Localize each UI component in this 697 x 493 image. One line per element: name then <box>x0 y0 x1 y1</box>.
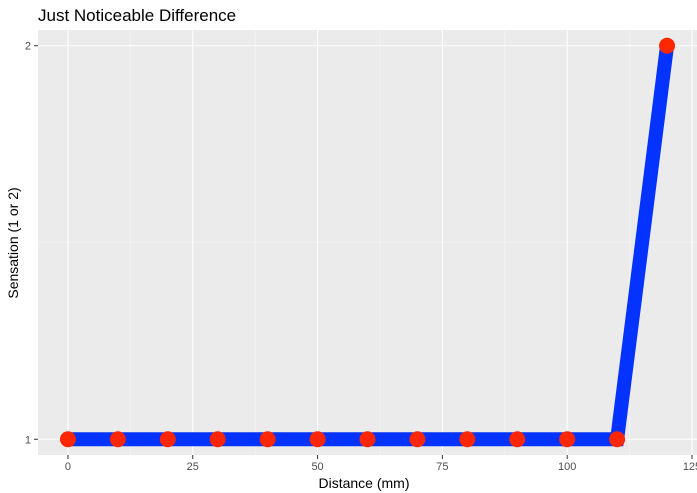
data-point <box>259 431 276 448</box>
data-point <box>559 431 576 448</box>
x-axis-title: Distance (mm) <box>318 475 409 491</box>
series-points-group <box>59 37 676 448</box>
chart-title: Just Noticeable Difference <box>38 6 236 25</box>
grid-minor-lines <box>38 30 697 455</box>
data-point <box>309 431 326 448</box>
x-tick-label: 25 <box>187 461 199 473</box>
data-point <box>459 431 476 448</box>
x-tick-label: 125 <box>683 461 697 473</box>
x-tick-label: 100 <box>558 461 576 473</box>
data-point <box>209 431 226 448</box>
y-axis: 12 <box>25 41 38 446</box>
data-point <box>409 431 426 448</box>
data-point <box>609 431 626 448</box>
y-axis-title: Sensation (1 or 2) <box>5 187 21 298</box>
y-tick-label: 1 <box>25 434 31 446</box>
x-axis: 0 25 50 75 100 125 <box>65 455 697 473</box>
grid-major-lines <box>38 30 697 455</box>
y-tick-label: 2 <box>25 41 31 53</box>
x-tick-label: 75 <box>436 461 448 473</box>
data-point <box>359 431 376 448</box>
data-point <box>659 37 676 54</box>
x-tick-label: 50 <box>311 461 323 473</box>
data-point <box>109 431 126 448</box>
data-point <box>509 431 526 448</box>
data-point <box>59 431 76 448</box>
x-tick-label: 0 <box>65 461 71 473</box>
data-point <box>159 431 176 448</box>
